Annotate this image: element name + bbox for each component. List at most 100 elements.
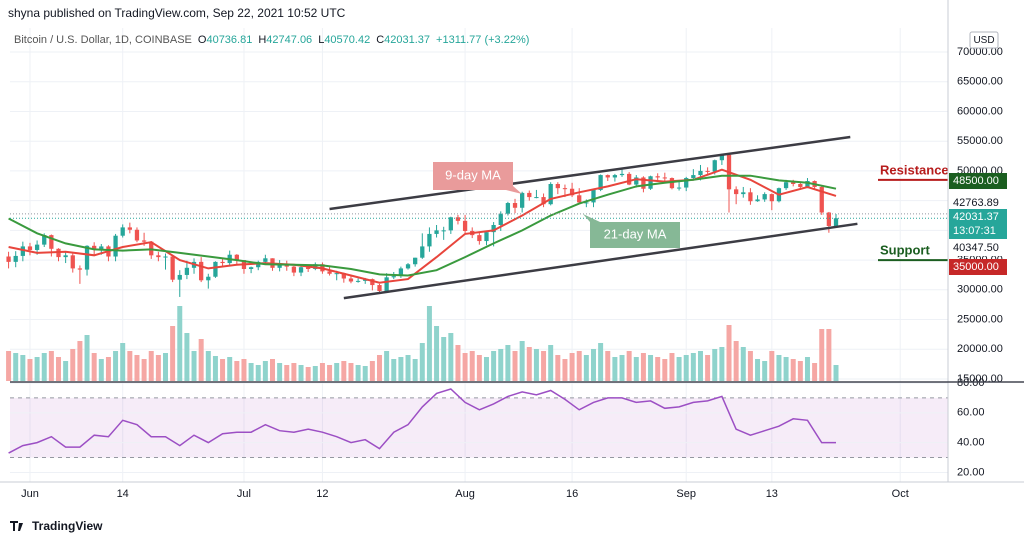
- candle-body: [612, 175, 618, 178]
- candle-body: [512, 203, 518, 208]
- candle-body: [655, 176, 660, 178]
- price-label-box: [949, 173, 1007, 189]
- candle-body: [370, 279, 375, 286]
- candle-body: [234, 254, 239, 261]
- volume-bar: [448, 333, 454, 381]
- x-tick-label: Sep: [676, 488, 696, 500]
- candle-body: [355, 280, 361, 282]
- change-value: +1311.77 (+3.22%): [436, 34, 529, 46]
- volume-bar: [426, 306, 432, 381]
- candle-body: [384, 277, 389, 291]
- trend-channel: [329, 135, 851, 211]
- volume-bar: [77, 341, 83, 381]
- candle-body: [584, 202, 589, 204]
- candle-body: [762, 194, 767, 200]
- candle-body: [541, 197, 546, 205]
- candle-body: [684, 178, 689, 188]
- volume-bar: [526, 347, 532, 381]
- price-label: 35000.00: [953, 261, 999, 273]
- price-label-box: [949, 195, 1007, 211]
- candle-body: [520, 192, 525, 208]
- candle-body: [826, 212, 832, 226]
- candle-body: [127, 227, 132, 230]
- volume-bar: [384, 351, 390, 381]
- candle-body: [163, 256, 168, 258]
- candle-body: [698, 170, 703, 176]
- candle-body: [220, 261, 225, 264]
- price-label: 42031.37: [953, 211, 999, 223]
- volume-bar: [633, 357, 639, 381]
- volume-bar: [491, 351, 497, 381]
- candle-body: [562, 188, 568, 190]
- volume-bar: [605, 351, 611, 381]
- candle-body: [199, 261, 204, 281]
- volume-bar: [241, 359, 247, 381]
- candle-body: [669, 178, 675, 189]
- volume-bar: [284, 365, 290, 381]
- volume-bar: [319, 363, 325, 381]
- volume-bar: [619, 355, 625, 381]
- volume-bar: [441, 337, 447, 381]
- candle-body: [705, 170, 710, 172]
- x-tick-label: 16: [566, 488, 578, 500]
- candle-body: [341, 273, 346, 279]
- volume-bar: [134, 355, 140, 381]
- ma9-label: 9-day MA: [445, 167, 501, 182]
- price-label-box: [949, 240, 1007, 256]
- candle-body: [420, 246, 425, 258]
- ohlc-key: C: [376, 34, 384, 46]
- candle-body: [391, 276, 396, 278]
- volume-bar: [312, 366, 318, 381]
- volume-bar: [519, 341, 525, 381]
- candle-body: [291, 266, 297, 273]
- candle-body: [548, 183, 553, 205]
- candle-body: [833, 218, 839, 226]
- candle-body: [177, 274, 182, 280]
- y-tick-label: 60.00: [957, 407, 985, 419]
- volume-bar: [662, 359, 668, 381]
- candle-body: [413, 257, 418, 265]
- candle-body: [327, 271, 332, 274]
- volume-bar: [804, 357, 810, 381]
- ma-annotation: 9-day MA: [433, 162, 522, 194]
- ohlc-value: 40570.42: [324, 34, 370, 46]
- candle-body: [798, 183, 803, 187]
- price-axis: Jun 14 Jul 12 Aug 16 Sep 13 Oct15000.0020000.002…: [0, 0, 1024, 500]
- candle-body: [676, 187, 682, 189]
- y-tick-label: 40.00: [957, 437, 985, 449]
- volume-bar: [434, 326, 440, 381]
- candle-body: [206, 276, 211, 281]
- ohlc-value: 40736.81: [206, 34, 252, 46]
- volume-bar: [590, 349, 596, 381]
- volume-bar: [598, 343, 604, 381]
- volume-bar: [640, 353, 646, 381]
- volume-bar: [291, 363, 297, 381]
- candle-body: [455, 217, 461, 221]
- volume-bar: [726, 325, 732, 381]
- volume-bar: [327, 365, 333, 381]
- brand-logo: [10, 521, 23, 531]
- volume-bar: [783, 357, 789, 381]
- candle-body: [498, 213, 503, 226]
- volume-bar: [355, 365, 361, 381]
- candle-body: [84, 245, 90, 270]
- candle-body: [627, 173, 632, 185]
- volume-bar: [6, 351, 12, 381]
- volume-bar: [505, 345, 511, 381]
- volume-bar: [812, 363, 818, 381]
- volume-bar: [227, 357, 233, 381]
- volume-bar: [405, 355, 411, 381]
- candle-body: [805, 181, 810, 187]
- candle-body: [298, 267, 304, 273]
- ohlc-key: L: [318, 34, 324, 46]
- volume-bar: [790, 359, 796, 381]
- candle-body: [120, 227, 125, 236]
- x-tick-label: 12: [316, 488, 328, 500]
- volume-bar: [712, 349, 718, 381]
- volume-bar: [826, 329, 832, 381]
- candle-body: [791, 182, 796, 184]
- moving-average: [8, 174, 837, 277]
- candle-body: [77, 268, 83, 270]
- candle-body: [769, 194, 774, 202]
